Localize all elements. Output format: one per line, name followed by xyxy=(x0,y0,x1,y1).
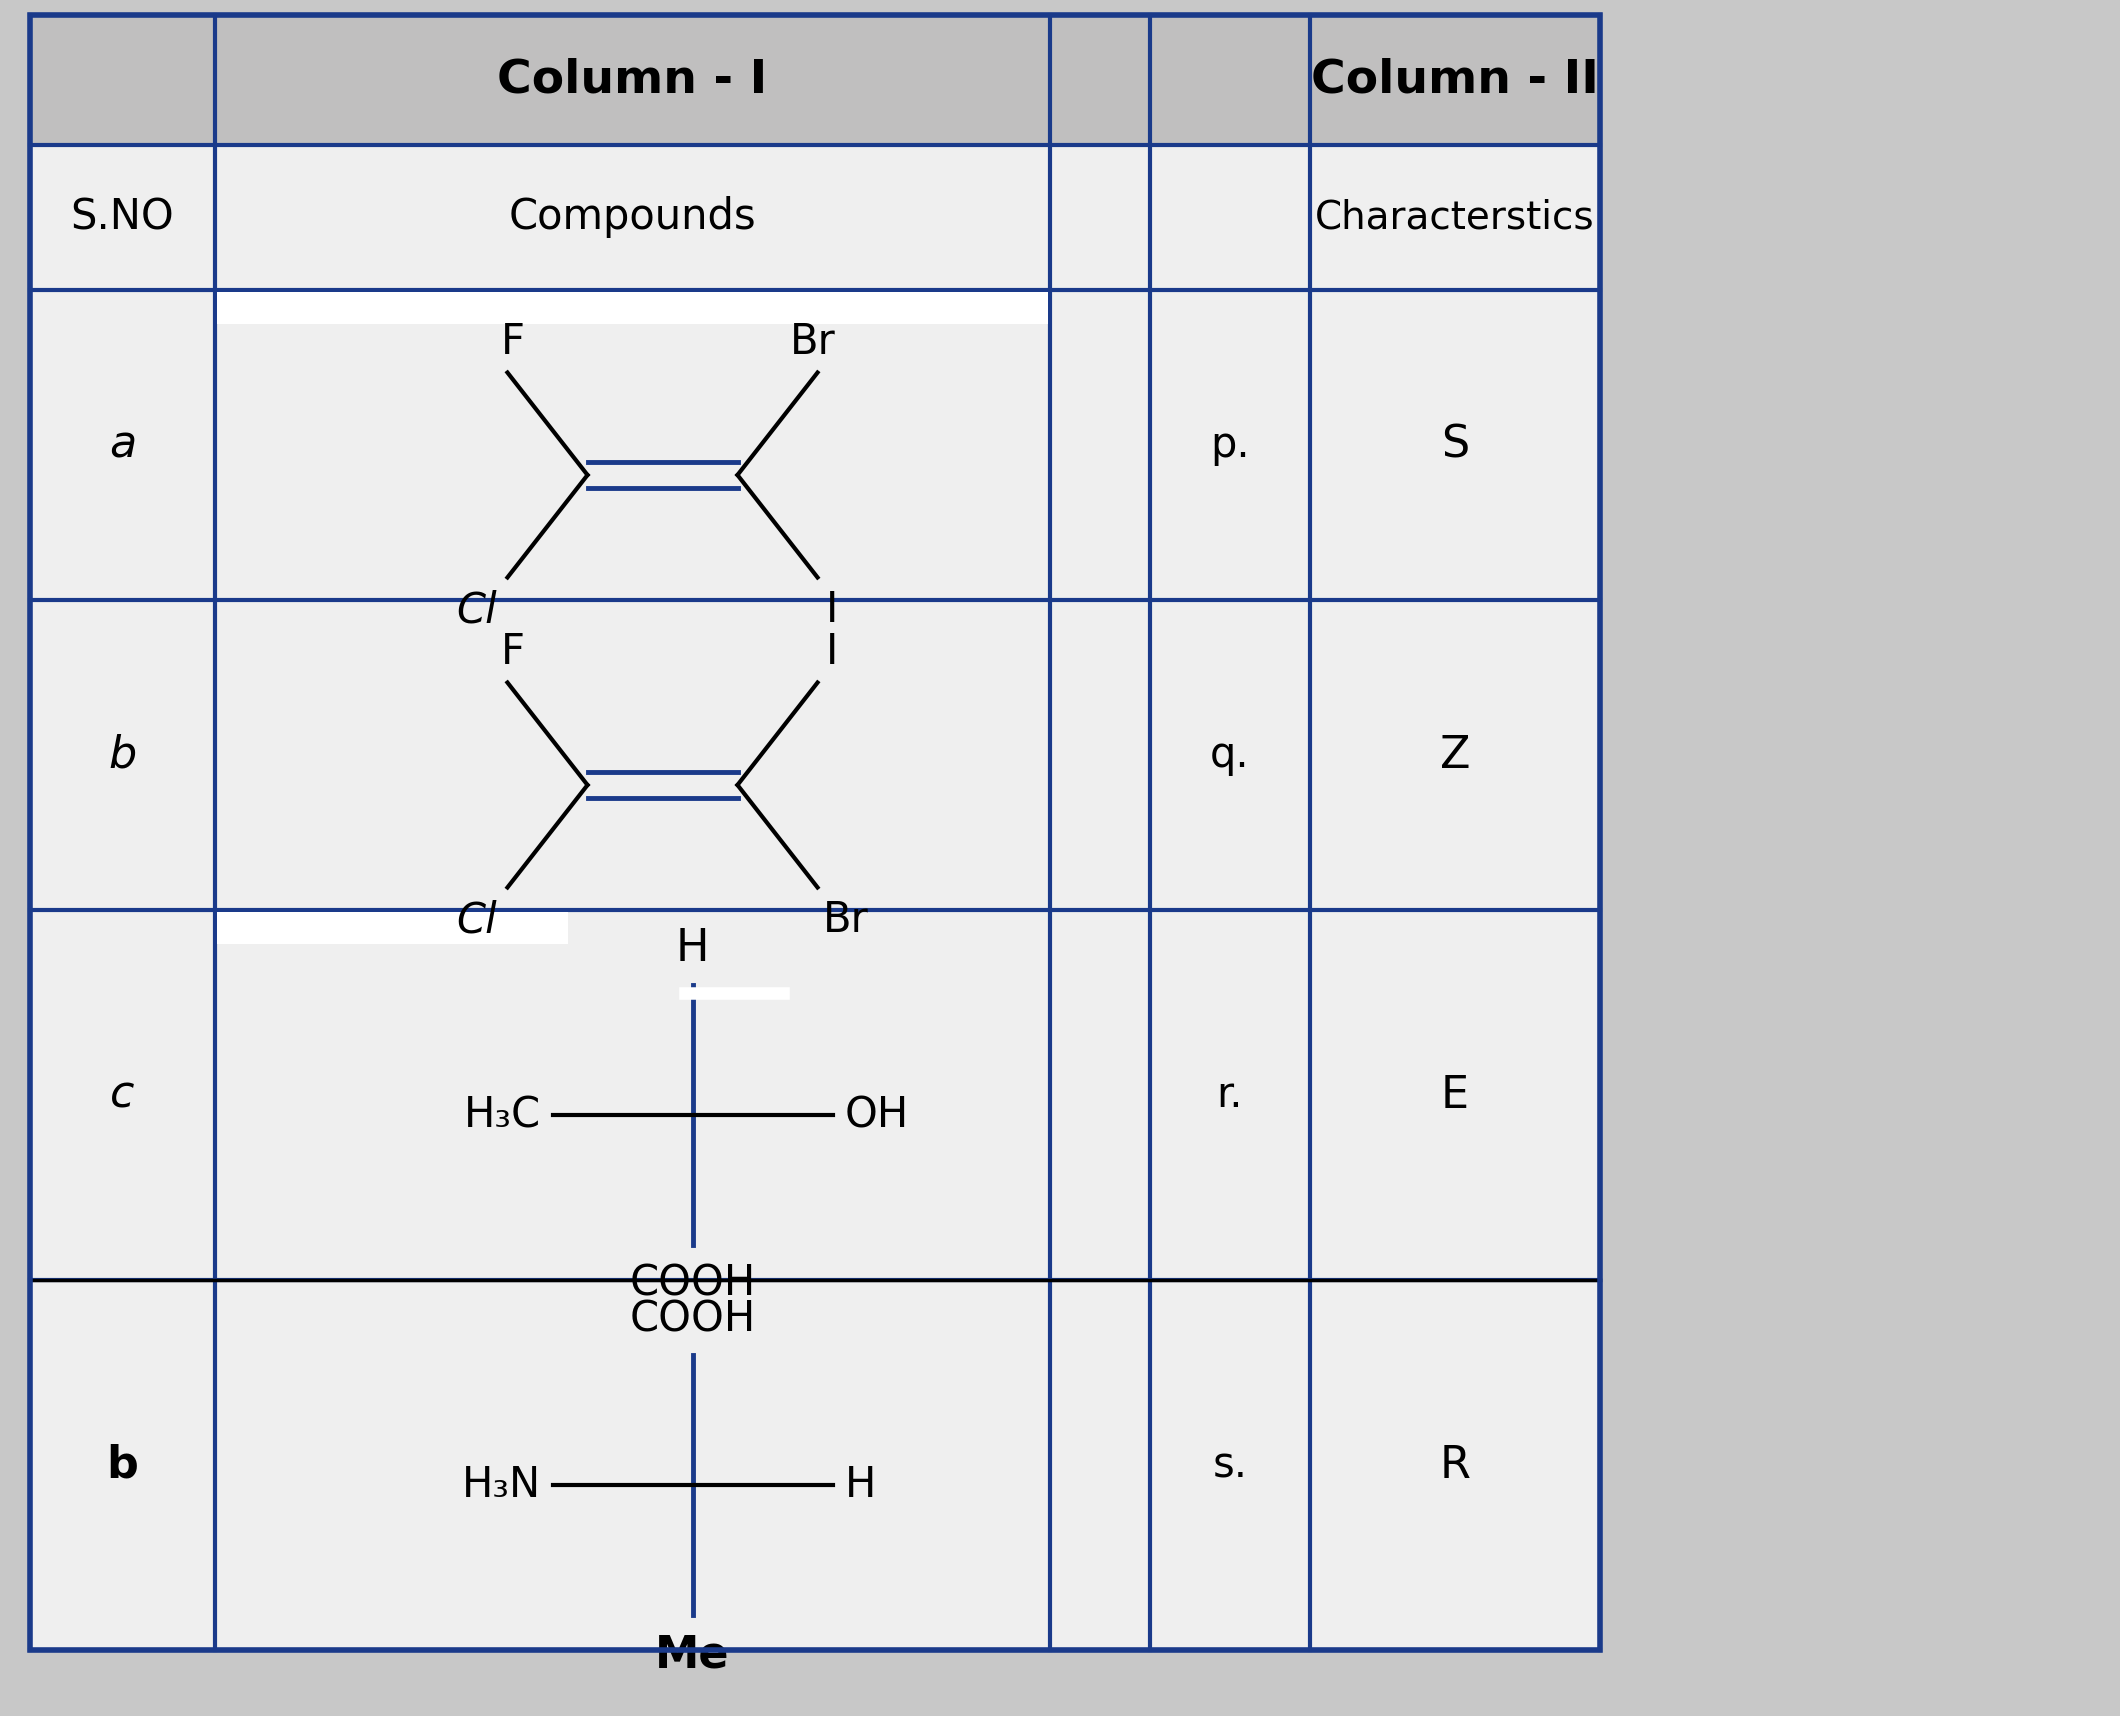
Text: Cl: Cl xyxy=(456,899,498,942)
Text: COOH: COOH xyxy=(630,1263,755,1304)
Text: Column - I: Column - I xyxy=(498,58,767,103)
Text: R: R xyxy=(1439,1443,1471,1486)
Text: Characterstics: Characterstics xyxy=(1314,199,1594,237)
Text: s.: s. xyxy=(1213,1443,1247,1486)
Text: b: b xyxy=(108,733,136,777)
Text: q.: q. xyxy=(1211,734,1251,776)
Text: H: H xyxy=(676,927,710,970)
Text: r.: r. xyxy=(1217,1074,1242,1115)
Text: H₃N: H₃N xyxy=(462,1464,541,1507)
Text: F: F xyxy=(500,321,524,362)
Text: E: E xyxy=(1442,1074,1469,1117)
Text: I: I xyxy=(825,589,837,631)
Text: Cl: Cl xyxy=(456,589,498,631)
Text: H₃C: H₃C xyxy=(464,1095,541,1136)
Text: b: b xyxy=(106,1443,138,1486)
Text: Z: Z xyxy=(1439,733,1471,777)
Text: COOH: COOH xyxy=(630,1297,755,1340)
Text: Br: Br xyxy=(789,321,835,362)
Text: c: c xyxy=(110,1074,136,1117)
Text: S.NO: S.NO xyxy=(70,197,174,239)
Text: a: a xyxy=(108,424,136,467)
Bar xyxy=(30,15,1601,1651)
Text: Compounds: Compounds xyxy=(509,197,757,239)
Bar xyxy=(30,15,1601,1651)
Text: Me: Me xyxy=(655,1634,729,1677)
Bar xyxy=(216,292,1047,324)
Text: OH: OH xyxy=(844,1095,909,1136)
Text: p.: p. xyxy=(1211,424,1251,467)
Bar xyxy=(30,15,1601,144)
Text: I: I xyxy=(825,630,837,673)
Bar xyxy=(216,911,568,944)
Text: Br: Br xyxy=(823,899,869,942)
Text: F: F xyxy=(500,630,524,673)
Text: Column - II: Column - II xyxy=(1310,58,1598,103)
Text: H: H xyxy=(844,1464,876,1507)
Text: S: S xyxy=(1442,424,1469,467)
